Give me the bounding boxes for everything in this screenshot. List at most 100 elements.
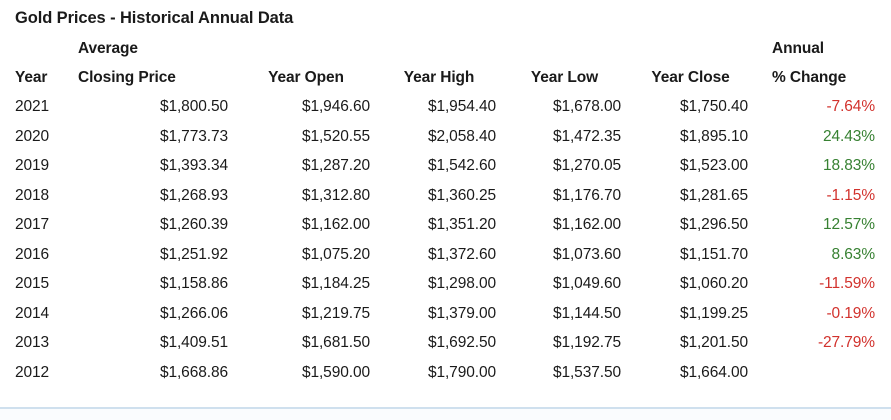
table-row: 2012 $1,668.86 $1,590.00 $1,790.00 $1,53… <box>0 358 891 388</box>
annual-change-cell: 18.83% <box>823 157 875 174</box>
year-cell: 2015 <box>15 275 50 292</box>
year-close-cell: $1,523.00 <box>679 157 748 174</box>
year-high-cell: $1,954.40 <box>427 98 496 115</box>
year-close-cell: $1,060.20 <box>679 275 748 292</box>
year-close-cell: $1,750.40 <box>679 98 748 115</box>
year-open-cell: $1,681.50 <box>301 334 370 351</box>
col-header-average-line1: Average <box>78 40 138 57</box>
table-row: 2017 $1,260.39 $1,162.00 $1,351.20 $1,16… <box>0 210 891 240</box>
year-close-cell: $1,895.10 <box>679 127 748 145</box>
average-closing-price-cell: $1,393.34 <box>159 157 228 174</box>
average-closing-price-cell: $1,268.93 <box>159 186 228 204</box>
year-cell: 2014 <box>15 304 50 322</box>
col-header-average-line2: Closing Price <box>78 69 176 86</box>
col-header-year-high-label: Year High <box>403 69 475 86</box>
col-header-year-low: Year Low <box>502 34 627 92</box>
annual-change-cell: -11.59% <box>819 275 875 292</box>
year-close-cell: $1,199.25 <box>679 304 748 322</box>
col-header-year-label: Year <box>15 69 48 86</box>
col-header-year-open: Year Open <box>236 34 376 92</box>
annual-change-cell: -0.19% <box>826 304 875 322</box>
col-header-annual-change: Annual % Change <box>754 34 891 92</box>
year-open-cell: $1,946.60 <box>301 98 370 115</box>
year-open-cell: $1,590.00 <box>301 363 370 381</box>
col-header-annual-line2: % Change <box>772 69 847 86</box>
year-high-cell: $2,058.40 <box>427 127 496 145</box>
year-cell: 2019 <box>15 157 50 174</box>
year-low-cell: $1,176.70 <box>552 186 621 204</box>
col-header-annual-line1: Annual <box>772 40 824 57</box>
year-low-cell: $1,162.00 <box>552 216 621 233</box>
average-closing-price-cell: $1,266.06 <box>159 304 228 322</box>
average-closing-price-cell: $1,260.39 <box>159 216 228 233</box>
annual-change-cell: 12.57% <box>823 216 875 233</box>
table-row: 2016 $1,251.92 $1,075.20 $1,372.60 $1,07… <box>0 240 891 270</box>
year-cell: 2018 <box>15 186 50 204</box>
average-closing-price-cell: $1,158.86 <box>159 275 228 292</box>
annual-change-cell: -7.64% <box>826 98 875 115</box>
year-low-cell: $1,270.05 <box>552 157 621 174</box>
year-high-cell: $1,298.00 <box>427 275 496 292</box>
year-cell: 2021 <box>15 98 50 115</box>
col-header-year-open-label: Year Open <box>268 69 344 86</box>
annual-change-cell: -27.79% <box>817 334 875 351</box>
annual-change-cell <box>754 358 891 388</box>
average-closing-price-cell: $1,409.51 <box>159 334 228 351</box>
year-low-cell: $1,192.75 <box>552 334 621 351</box>
year-open-cell: $1,520.55 <box>301 127 370 145</box>
year-high-cell: $1,542.60 <box>427 157 496 174</box>
table-body: 2021 $1,800.50 $1,946.60 $1,954.40 $1,67… <box>0 92 891 387</box>
year-low-cell: $1,073.60 <box>552 245 621 263</box>
year-high-cell: $1,351.20 <box>427 216 496 233</box>
year-low-cell: $1,678.00 <box>552 98 621 115</box>
year-high-cell: $1,372.60 <box>427 245 496 263</box>
year-open-cell: $1,075.20 <box>301 245 370 263</box>
year-close-cell: $1,151.70 <box>679 245 748 263</box>
table-row: 2018 $1,268.93 $1,312.80 $1,360.25 $1,17… <box>0 181 891 211</box>
table-header: Year Average Closing Price Year Open Yea… <box>0 34 891 92</box>
col-header-year-close-label: Year Close <box>651 69 730 86</box>
table-row: 2015 $1,158.86 $1,184.25 $1,298.00 $1,04… <box>0 269 891 299</box>
average-closing-price-cell: $1,251.92 <box>159 245 228 263</box>
year-cell: 2020 <box>15 127 50 145</box>
gold-prices-table: Year Average Closing Price Year Open Yea… <box>0 34 891 387</box>
year-close-cell: $1,664.00 <box>679 363 748 381</box>
page-title: Gold Prices - Historical Annual Data <box>15 9 294 27</box>
year-high-cell: $1,692.50 <box>427 334 496 351</box>
col-header-year-low-label: Year Low <box>530 69 599 86</box>
bottom-divider <box>0 407 891 409</box>
year-close-cell: $1,281.65 <box>679 186 748 204</box>
average-closing-price-cell: $1,773.73 <box>159 127 228 145</box>
year-high-cell: $1,360.25 <box>427 186 496 204</box>
col-header-year: Year <box>0 34 78 92</box>
bottom-band <box>0 409 891 420</box>
col-header-average-closing-price: Average Closing Price <box>78 34 236 92</box>
average-closing-price-cell: $1,668.86 <box>159 363 228 381</box>
year-cell: 2013 <box>15 334 50 351</box>
table-row: 2021 $1,800.50 $1,946.60 $1,954.40 $1,67… <box>0 92 891 122</box>
table-row: 2013 $1,409.51 $1,681.50 $1,692.50 $1,19… <box>0 328 891 358</box>
year-low-cell: $1,472.35 <box>552 127 621 145</box>
year-high-cell: $1,790.00 <box>427 363 496 381</box>
year-cell: 2017 <box>15 216 50 233</box>
year-close-cell: $1,201.50 <box>679 334 748 351</box>
header-row: Year Average Closing Price Year Open Yea… <box>0 34 891 92</box>
year-cell: 2012 <box>15 363 50 381</box>
col-header-year-high: Year High <box>376 34 502 92</box>
year-close-cell: $1,296.50 <box>679 216 748 233</box>
annual-change-cell: -1.15% <box>826 186 875 204</box>
annual-change-cell: 24.43% <box>823 127 875 145</box>
average-closing-price-cell: $1,800.50 <box>159 98 228 115</box>
year-open-cell: $1,219.75 <box>301 304 370 322</box>
year-cell: 2016 <box>15 245 50 263</box>
table-row: 2020 $1,773.73 $1,520.55 $2,058.40 $1,47… <box>0 122 891 152</box>
table-row: 2014 $1,266.06 $1,219.75 $1,379.00 $1,14… <box>0 299 891 329</box>
year-low-cell: $1,049.60 <box>552 275 621 292</box>
year-low-cell: $1,144.50 <box>552 304 621 322</box>
annual-change-cell: 8.63% <box>831 245 876 263</box>
year-open-cell: $1,162.00 <box>301 216 370 233</box>
year-low-cell: $1,537.50 <box>552 363 621 381</box>
year-high-cell: $1,379.00 <box>427 304 496 322</box>
year-open-cell: $1,287.20 <box>301 157 370 174</box>
